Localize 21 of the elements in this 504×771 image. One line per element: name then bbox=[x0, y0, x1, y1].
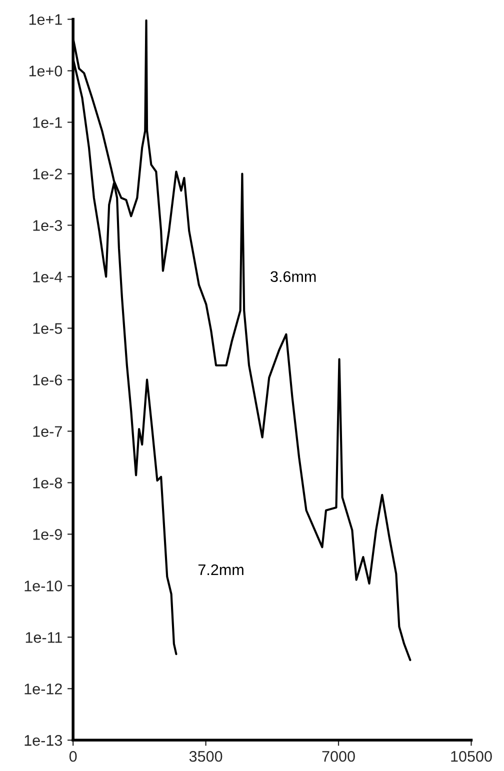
y-tick-label: 1e-3 bbox=[33, 220, 62, 231]
y-tick-label: 1e-1 bbox=[33, 117, 62, 128]
x-tick-label: 10500 bbox=[451, 750, 492, 762]
text: 7.2mm bbox=[198, 564, 244, 576]
x-tick-label: 0 bbox=[69, 750, 77, 762]
y-tick-label: 1e-7 bbox=[33, 426, 62, 437]
y-tick-label: 1e+1 bbox=[29, 14, 62, 25]
x-tick-label: 7000 bbox=[322, 750, 355, 762]
y-tick-label: 1e-4 bbox=[33, 272, 62, 282]
y-tick-label: 1e-10 bbox=[24, 580, 62, 592]
y-tick-label: 1e-8 bbox=[33, 478, 62, 488]
y-tick-label: 1e-6 bbox=[33, 374, 62, 386]
y-tick-label: 1e+0 bbox=[29, 66, 62, 76]
y-tick-label: 1e-11 bbox=[26, 632, 62, 643]
x-tick-label: 3500 bbox=[189, 750, 222, 762]
y-tick-label: 1e-2 bbox=[33, 168, 62, 180]
y-tick-label: 1e-13 bbox=[24, 735, 62, 746]
series-label: 3.6mm bbox=[270, 271, 316, 282]
y-tick-label: 1e-9 bbox=[33, 529, 62, 540]
y-tick-label: 1e-12 bbox=[24, 684, 62, 694]
y-tick-label: 1e-5 bbox=[33, 323, 62, 334]
